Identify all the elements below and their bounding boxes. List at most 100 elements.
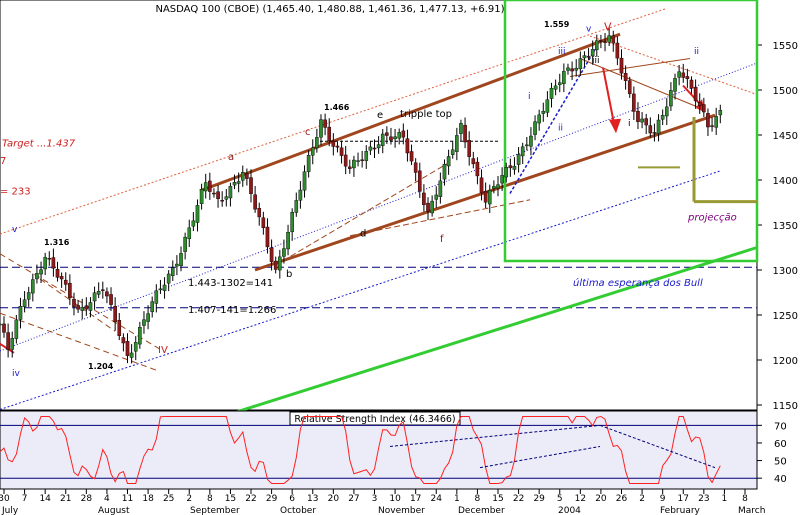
candle-down (249, 177, 253, 194)
candle-up (96, 290, 101, 295)
candle-up (607, 35, 611, 43)
candle-up (224, 196, 229, 200)
candle-down (323, 119, 327, 128)
x-tick-label: 17 (678, 494, 689, 504)
candle-down (586, 55, 591, 58)
candle-down (632, 93, 636, 112)
candle-up (138, 327, 142, 345)
candle-up (179, 253, 183, 267)
candle-down (216, 191, 220, 200)
y-tick-label: 1300 (773, 266, 798, 277)
annotation-seven: 7 (0, 156, 6, 167)
annotation-w-c: c (305, 127, 311, 138)
candle-up (191, 220, 196, 227)
candle-down (389, 136, 393, 141)
key-point-label: 1.466 (324, 103, 350, 112)
x-tick-label: 10 (389, 494, 401, 504)
candle-up (549, 87, 554, 99)
candle-down (335, 145, 340, 148)
candle-down (109, 294, 113, 305)
candle-down (463, 124, 467, 143)
candle-up (26, 292, 31, 300)
chart-annotations: Target ...1.437 7 = 233 a b c d e f tripple top v i… (0, 20, 737, 379)
candle-up (282, 248, 286, 257)
x-tick-label: 30 (0, 494, 10, 504)
candle-up (228, 186, 233, 199)
x-month-label: September (190, 506, 240, 515)
candle-up (10, 338, 15, 350)
candle-down (636, 110, 640, 122)
candle-up (459, 123, 463, 134)
candle-up (520, 146, 525, 157)
x-tick-label: 9 (660, 494, 666, 504)
candle-up (582, 55, 587, 59)
candle-up (590, 49, 595, 57)
x-tick-label: 13 (307, 494, 318, 504)
candle-down (648, 125, 653, 134)
rsi-tick-label: 70 (774, 421, 787, 432)
x-tick-label: 14 (39, 494, 51, 504)
rsi-trend-3 (479, 445, 601, 469)
y-tick-label: 1450 (773, 131, 798, 142)
candle-down (68, 283, 72, 299)
candle-up (397, 132, 402, 139)
candle-up (298, 189, 303, 201)
candle-down (331, 140, 336, 147)
candle-up (595, 40, 599, 50)
rsi-trend-1 (389, 424, 601, 447)
annotation-w-b: b (286, 269, 292, 280)
candle-down (105, 291, 109, 297)
candle-up (376, 144, 381, 149)
y-tick-label: 1550 (773, 41, 798, 52)
candle-up (306, 155, 311, 172)
x-tick-label: 12 (575, 494, 586, 504)
candle-down (51, 257, 56, 269)
x-month-label: October (280, 506, 316, 515)
candle-up (290, 211, 294, 233)
x-tick-label: 3 (372, 494, 378, 504)
candle-down (710, 125, 714, 127)
candle-up (578, 58, 583, 70)
candle-down (422, 192, 426, 205)
rsi-title: Relative Strength Index (46.3466) (294, 414, 455, 425)
annotation-w-e: e (377, 110, 383, 121)
candle-down (59, 276, 64, 280)
candle-up (718, 110, 723, 116)
x-tick-label: 5 (557, 494, 563, 504)
candle-up (557, 82, 562, 86)
annotation-w-V: V (604, 21, 612, 34)
annotation-w-f: f (440, 234, 444, 245)
x-tick-label: 1 (722, 494, 728, 504)
candle-up (39, 269, 43, 275)
candle-down (72, 298, 76, 307)
candle-up (368, 146, 373, 151)
candle-down (706, 113, 710, 128)
x-tick-label: 7 (22, 494, 28, 504)
inner-wedge-b (579, 58, 701, 109)
x-tick-label: 2 (186, 494, 192, 504)
candle-down (261, 217, 266, 229)
candle-up (566, 67, 570, 71)
chart-title: NASDAQ 100 (CBOE) (1,465.40, 1,480.88, 1… (155, 4, 504, 15)
candle-down (693, 86, 698, 102)
candle-up (574, 67, 579, 71)
red-arrow-shaft-1 (602, 67, 616, 129)
x-tick-label: 27 (348, 494, 359, 504)
candle-down (652, 132, 657, 134)
candle-up (319, 119, 323, 138)
x-tick-label: 29 (266, 494, 278, 504)
candle-up (430, 200, 434, 214)
annotation-eq2: 1.407-141=1.266 (188, 305, 276, 316)
annotation-w-i-right: i (628, 119, 631, 129)
trend-dashed-2 (349, 199, 531, 237)
candle-up (487, 189, 492, 205)
candle-up (166, 273, 171, 284)
green-projection-box (503, 0, 759, 263)
candle-down (611, 35, 616, 44)
candle-up (496, 184, 500, 189)
wedge-cross (39, 278, 116, 332)
candle-up (450, 149, 455, 155)
x-tick-label: 22 (245, 494, 256, 504)
candle-down (327, 126, 332, 141)
candle-down (599, 40, 603, 42)
